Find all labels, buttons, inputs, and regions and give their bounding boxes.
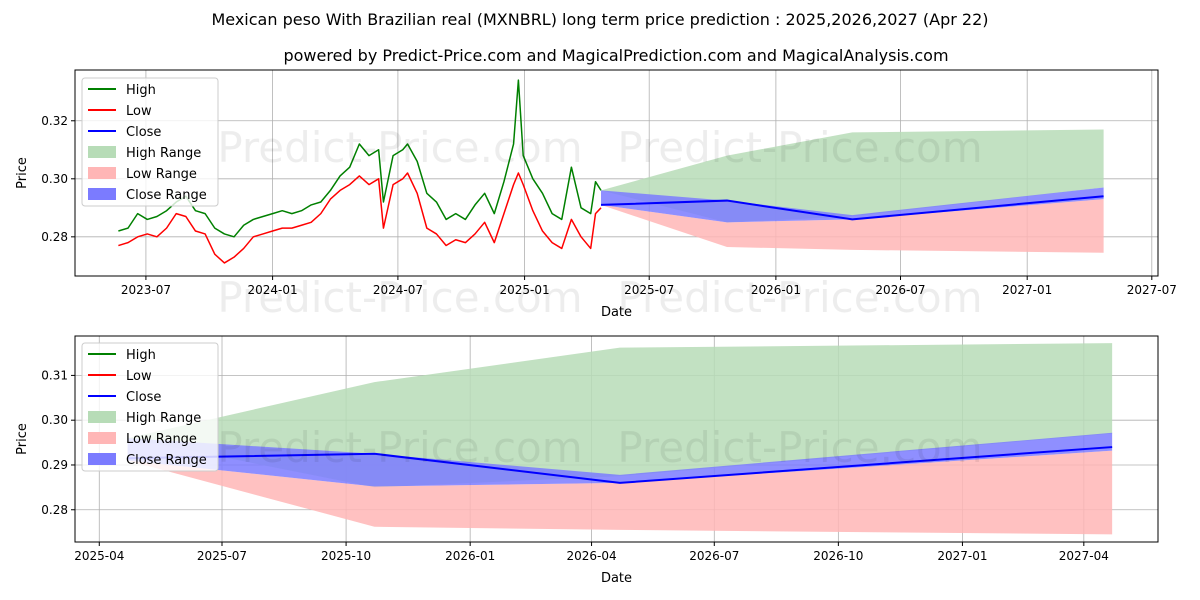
watermark: Predict-Price.com <box>617 123 982 172</box>
bottom-panel: Predict-Price.com Predict-Price.com 2025-0… <box>15 335 1159 586</box>
low-history-line <box>118 172 602 264</box>
y-tick-label: 0.32 <box>41 114 68 128</box>
chart-subtitle: powered by Predict-Price.com and Magical… <box>283 46 948 65</box>
x-tick-label: 2024-01 <box>248 283 298 297</box>
y-tick-label: 0.31 <box>41 368 68 382</box>
plot-area <box>118 79 1104 264</box>
legend-label: Low <box>126 369 152 384</box>
axes-frame <box>74 335 1159 543</box>
x-axis-label: Date <box>601 305 632 320</box>
x-tick-label: 2026-01 <box>751 283 801 297</box>
watermark: Predict-Price.com <box>217 273 582 322</box>
y-tick-label: 0.28 <box>41 230 68 244</box>
legend-label: Close <box>126 390 161 405</box>
legend-swatch-patch <box>88 411 116 423</box>
legend: High Low Close High Range Low Range Close Ran… <box>81 342 219 472</box>
x-tick-label: 2025-04 <box>74 549 124 563</box>
legend-label: High Range <box>126 146 201 161</box>
legend-label: High Range <box>126 411 201 426</box>
x-tick-label: 2027-01 <box>937 549 987 563</box>
top-panel: Predict-Price.com Predict-Price.com Predic… <box>15 69 1177 322</box>
y-tick-label: 0.28 <box>41 503 68 517</box>
x-axis-label: Date <box>601 571 632 586</box>
legend-label: Close Range <box>126 453 207 468</box>
x-tick-label: 2024-07 <box>373 283 423 297</box>
legend-swatch-patch <box>88 146 116 158</box>
legend: High Low Close High Range Low Range Close Ran… <box>81 77 219 207</box>
chart-title: Mexican peso With Brazilian real (MXNBRL… <box>211 10 988 29</box>
high-range-band <box>601 129 1104 223</box>
plot-area <box>127 343 1113 535</box>
legend-swatch-patch <box>88 188 116 200</box>
axes-frame <box>74 69 1159 277</box>
x-tick-label: 2026-10 <box>813 549 863 563</box>
y-tick-label: 0.30 <box>41 172 68 186</box>
x-tick-label: 2027-01 <box>1002 283 1052 297</box>
legend-label: Low <box>126 104 152 119</box>
y-tick-label: 0.30 <box>41 413 68 427</box>
close-range-band <box>601 187 1104 223</box>
x-tick-label: 2025-10 <box>321 549 371 563</box>
y-tick-label: 0.29 <box>41 458 68 472</box>
legend-label: High <box>126 348 156 363</box>
watermark: Predict-Price.com <box>617 273 982 322</box>
high-history-line <box>118 79 602 238</box>
close-range-band <box>127 432 1113 487</box>
x-tick-label: 2027-04 <box>1059 549 1109 563</box>
watermark: Predict-Price.com <box>217 423 582 472</box>
x-tick-label: 2027-07 <box>1127 283 1177 297</box>
legend-label: Close <box>126 125 161 140</box>
close-prediction-line <box>600 195 1104 221</box>
x-tick-label: 2026-01 <box>445 549 495 563</box>
x-tick-label: 2026-04 <box>566 549 616 563</box>
low-range-band <box>601 199 1104 253</box>
x-tick-label: 2023-07 <box>121 283 171 297</box>
close-prediction-line <box>127 446 1113 484</box>
legend-label: Close Range <box>126 188 207 203</box>
legend-label: Low Range <box>126 432 197 447</box>
watermark: Predict-Price.com <box>217 123 582 172</box>
x-tick-label: 2026-07 <box>875 283 925 297</box>
y-axis-label: Price <box>15 423 30 455</box>
x-tick-label: 2026-07 <box>689 549 739 563</box>
watermark: Predict-Price.com <box>617 423 982 472</box>
legend-swatch-patch <box>88 167 116 179</box>
high-range-band <box>127 343 1113 488</box>
x-tick-label: 2025-01 <box>500 283 550 297</box>
low-range-band <box>127 450 1113 535</box>
legend-swatch-patch <box>88 432 116 444</box>
y-axis-label: Price <box>15 157 30 189</box>
legend-label: High <box>126 83 156 98</box>
x-tick-label: 2025-07 <box>624 283 674 297</box>
legend-label: Low Range <box>126 167 197 182</box>
legend-swatch-patch <box>88 453 116 465</box>
x-tick-label: 2025-07 <box>197 549 247 563</box>
